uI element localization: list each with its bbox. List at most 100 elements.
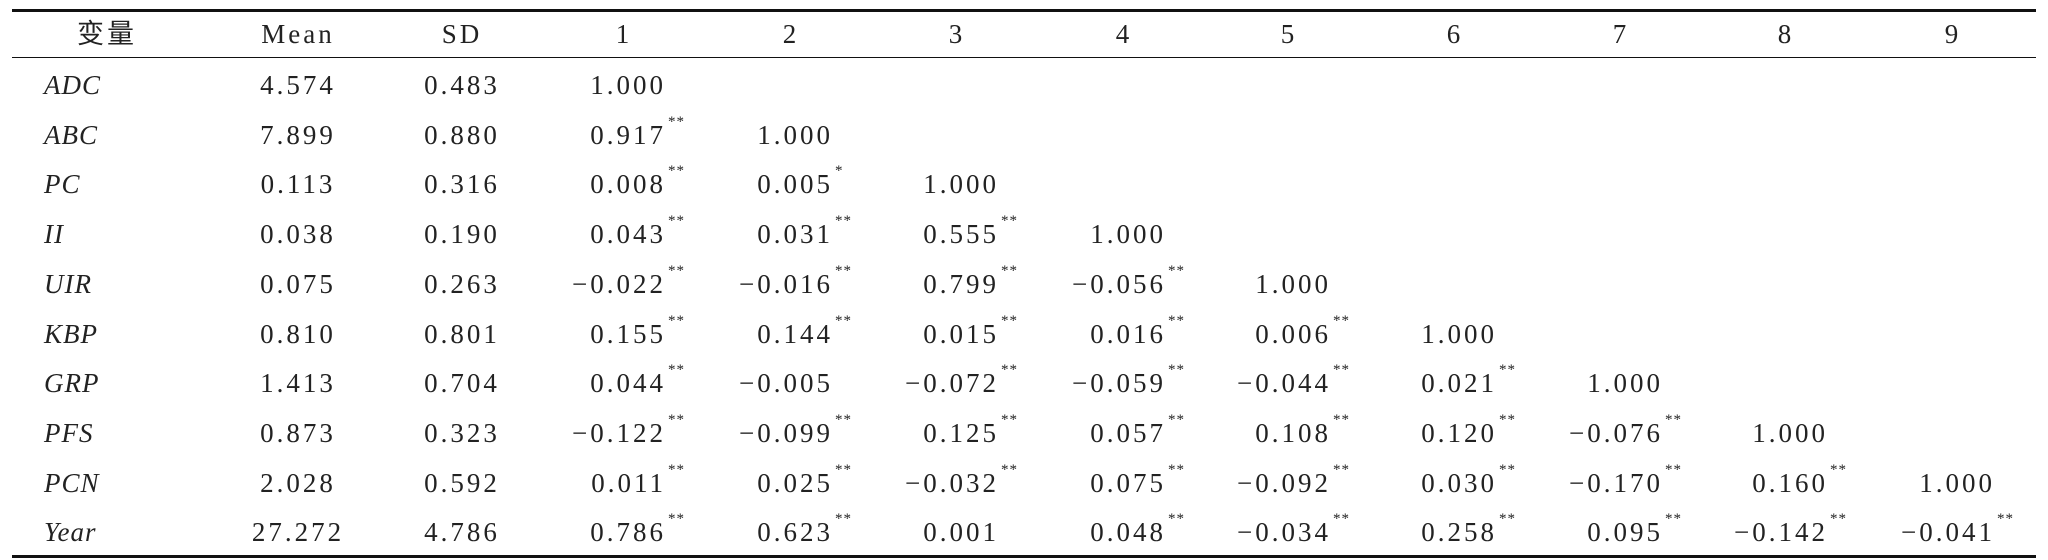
significance-mark: **: [1830, 461, 1847, 478]
row-label: ABC: [44, 119, 98, 150]
significance-mark: **: [668, 262, 685, 279]
header-cell: SD: [441, 19, 483, 49]
corr-value: −0.072: [905, 368, 999, 399]
header-cell: Mean: [261, 19, 335, 49]
mean-cell: 27.272: [251, 517, 345, 548]
significance-mark: **: [1168, 411, 1185, 428]
significance-mark: **: [1333, 461, 1350, 478]
significance-mark: *: [835, 163, 844, 180]
significance-mark: **: [1665, 461, 1682, 478]
corr-value: 0.075: [1090, 467, 1166, 498]
header-cell: 变量: [77, 19, 137, 49]
significance-mark: **: [1168, 362, 1185, 379]
corr-value: 0.144: [757, 318, 833, 349]
corr-value: −0.034: [1237, 517, 1331, 548]
corr-value: 0.555: [923, 219, 999, 250]
sd-cell: 0.323: [424, 417, 500, 448]
significance-mark: **: [1168, 511, 1185, 528]
sd-cell: 0.880: [424, 119, 500, 150]
mean-cell: 0.075: [260, 268, 336, 299]
corr-value: −0.016: [739, 268, 833, 299]
corr-value: −0.059: [1072, 368, 1166, 399]
row-label: KBP: [44, 318, 98, 349]
significance-mark: **: [1001, 411, 1018, 428]
significance-mark: **: [668, 163, 685, 180]
corr-value: 0.015: [923, 318, 999, 349]
corr-value: 1.000: [1587, 368, 1663, 399]
significance-mark: **: [835, 262, 852, 279]
corr-value: −0.142: [1734, 517, 1828, 548]
corr-value: 0.025: [757, 467, 833, 498]
significance-mark: **: [1830, 511, 1847, 528]
header-cell: 2: [782, 19, 800, 49]
corr-value: 1.000: [923, 169, 999, 200]
significance-mark: **: [1168, 461, 1185, 478]
mean-cell: 4.574: [260, 70, 336, 100]
corr-value: 1.000: [1752, 417, 1828, 448]
significance-mark: **: [1499, 511, 1516, 528]
row-label: PC: [44, 169, 81, 200]
corr-value: 0.155: [590, 318, 666, 349]
corr-value: −0.056: [1072, 268, 1166, 299]
row-label: II: [44, 219, 64, 250]
significance-mark: **: [668, 362, 685, 379]
corr-value: 0.005: [757, 169, 833, 200]
significance-mark: **: [668, 411, 685, 428]
corr-value: 0.008: [590, 169, 666, 200]
corr-value: 1.000: [1919, 467, 1995, 498]
corr-value: 1.000: [1090, 219, 1166, 250]
significance-mark: **: [1001, 213, 1018, 230]
top-rule: [12, 9, 2036, 12]
row-label: GRP: [44, 368, 100, 399]
corr-value: 0.258: [1421, 517, 1497, 548]
sd-cell: 0.592: [424, 467, 500, 498]
sd-cell: 0.801: [424, 318, 500, 349]
corr-value: 0.786: [590, 517, 666, 548]
corr-value: −0.092: [1237, 467, 1331, 498]
significance-mark: **: [1168, 312, 1185, 329]
mean-cell: 0.038: [260, 219, 336, 250]
significance-mark: **: [1499, 411, 1516, 428]
corr-value: −0.122: [572, 417, 666, 448]
corr-value: 1.000: [1255, 268, 1331, 299]
row-label: PFS: [44, 417, 94, 448]
significance-mark: **: [1665, 511, 1682, 528]
significance-mark: **: [1333, 312, 1350, 329]
corr-value: −0.076: [1569, 417, 1663, 448]
significance-mark: **: [835, 312, 852, 329]
row-label: Year: [44, 517, 97, 548]
corr-value: 0.048: [1090, 517, 1166, 548]
sd-cell: 0.704: [424, 368, 500, 399]
significance-mark: **: [1001, 461, 1018, 478]
corr-value: 0.095: [1587, 517, 1663, 548]
significance-mark: **: [1001, 362, 1018, 379]
significance-mark: **: [835, 213, 852, 230]
corr-value: 0.120: [1421, 417, 1497, 448]
corr-value: −0.032: [905, 467, 999, 498]
corr-value: 0.799: [923, 268, 999, 299]
header-cell: 6: [1446, 19, 1464, 49]
sd-cell: 0.483: [424, 70, 500, 100]
significance-mark: **: [1001, 312, 1018, 329]
significance-mark: **: [1499, 362, 1516, 379]
header-cell: 4: [1115, 19, 1133, 49]
significance-mark: **: [1997, 511, 2014, 528]
corr-value: 0.030: [1421, 467, 1497, 498]
significance-mark: **: [1499, 461, 1516, 478]
mean-cell: 0.810: [260, 318, 336, 349]
corr-value: 0.006: [1255, 318, 1331, 349]
row-label: PCN: [44, 467, 100, 498]
header-cell: 3: [948, 19, 966, 49]
corr-value: −0.170: [1569, 467, 1663, 498]
corr-value: 1.000: [1421, 318, 1497, 349]
corr-value: 1.000: [757, 119, 833, 150]
significance-mark: **: [668, 461, 685, 478]
corr-value: 0.623: [757, 517, 833, 548]
corr-value: −0.022: [572, 268, 666, 299]
significance-mark: **: [668, 312, 685, 329]
corr-value: 0.044: [590, 368, 666, 399]
header-cell: 1: [615, 19, 633, 49]
row-label: ADC: [44, 70, 101, 100]
header-cell: 7: [1612, 19, 1630, 49]
mean-cell: 7.899: [260, 119, 336, 150]
